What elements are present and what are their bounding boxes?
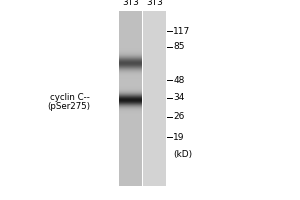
- Text: 3T3: 3T3: [146, 0, 163, 7]
- Text: 26: 26: [173, 112, 185, 121]
- Text: 85: 85: [173, 42, 185, 51]
- Text: 19: 19: [173, 132, 185, 142]
- Text: 3T3: 3T3: [122, 0, 139, 7]
- Text: cyclin C--: cyclin C--: [50, 93, 90, 102]
- Text: 34: 34: [173, 93, 185, 102]
- Text: 48: 48: [173, 76, 185, 85]
- Text: 117: 117: [173, 27, 191, 36]
- Text: (pSer275): (pSer275): [47, 102, 90, 111]
- Text: (kD): (kD): [173, 150, 193, 159]
